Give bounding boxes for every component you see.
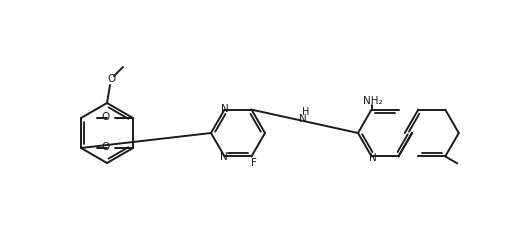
Text: O: O bbox=[102, 142, 110, 152]
Text: F: F bbox=[250, 158, 256, 168]
Text: O: O bbox=[107, 74, 115, 84]
Text: N: N bbox=[220, 152, 227, 163]
Text: H: H bbox=[302, 107, 310, 117]
Text: N: N bbox=[368, 153, 376, 163]
Text: O: O bbox=[102, 112, 110, 122]
Text: N: N bbox=[299, 114, 307, 124]
Text: NH₂: NH₂ bbox=[363, 96, 383, 106]
Text: N: N bbox=[221, 104, 228, 114]
